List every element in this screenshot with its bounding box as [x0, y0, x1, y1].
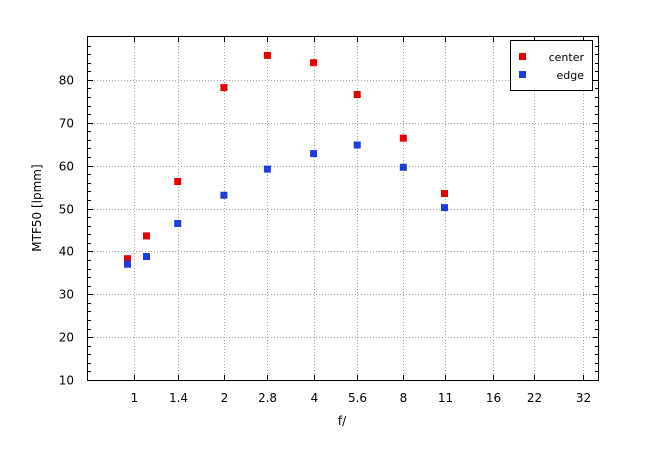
y-tick-label: 40	[59, 245, 74, 259]
data-point-center	[441, 190, 448, 197]
x-tick-label: 1	[131, 391, 139, 405]
data-point-edge	[310, 150, 318, 158]
data-point-edge	[263, 165, 271, 173]
data-point-edge	[441, 204, 448, 212]
x-tick-label: 2.8	[258, 391, 277, 405]
y-tick-label: 60	[59, 160, 74, 174]
y-tick-label: 30	[59, 288, 74, 302]
legend-label-edge: edge	[557, 69, 585, 82]
data-point-center	[124, 255, 131, 263]
y-tick-labels: 10 20 30 40 50 60 70 80	[59, 74, 74, 388]
legend: center edge	[510, 40, 593, 91]
grid-lines	[88, 37, 598, 380]
x-tick-label: 16	[486, 391, 501, 405]
y-tick-label: 20	[59, 331, 74, 345]
x-tick-label: 5.6	[348, 391, 367, 405]
data-point-edge	[124, 260, 131, 268]
x-tick-label: 4	[311, 391, 319, 405]
y-tick-label: 80	[59, 74, 74, 88]
data-point-center	[399, 134, 407, 142]
data-point-center	[220, 84, 228, 92]
y-tick-label: 50	[59, 203, 74, 217]
x-tick-label: 32	[576, 391, 591, 405]
y-tick-label: 70	[59, 117, 74, 131]
data-point-center	[263, 51, 271, 59]
x-tick-label: 11	[438, 391, 453, 405]
legend-swatch-center	[519, 53, 526, 60]
data-point-center	[174, 178, 182, 185]
data-point-edge	[174, 220, 182, 227]
y-axis-title: MTF50 [lpmm]	[30, 164, 44, 251]
data-point-center	[143, 232, 150, 240]
data-point-edge	[353, 141, 361, 149]
x-tick-label: 1.4	[169, 391, 188, 405]
data-point-edge	[143, 253, 150, 260]
x-tick-label: 2	[221, 391, 229, 405]
legend-label-center: center	[549, 51, 585, 64]
data-point-edge	[399, 163, 407, 171]
axis-ticks	[88, 37, 598, 381]
x-tick-label: 22	[527, 391, 542, 405]
data-point-center	[353, 91, 361, 98]
data-point-edge	[220, 191, 228, 199]
data-point-center	[310, 59, 318, 67]
legend-box	[510, 40, 593, 91]
x-axis-title: f/	[338, 414, 347, 428]
legend-swatch-edge	[519, 71, 526, 78]
x-tick-label: 8	[400, 391, 408, 405]
data-points	[124, 51, 448, 268]
y-tick-label: 10	[59, 374, 74, 388]
x-tick-labels: 1 1.4 2 2.8 4 5.6 8 11 16 22 32	[131, 391, 591, 405]
plot-frame	[87, 36, 599, 381]
